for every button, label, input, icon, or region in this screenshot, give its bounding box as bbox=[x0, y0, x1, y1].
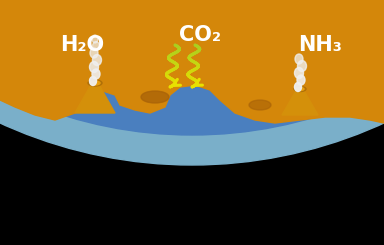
Ellipse shape bbox=[295, 54, 303, 64]
Ellipse shape bbox=[296, 87, 304, 90]
Ellipse shape bbox=[294, 86, 306, 91]
Ellipse shape bbox=[297, 75, 305, 85]
Circle shape bbox=[0, 0, 384, 135]
Ellipse shape bbox=[90, 81, 100, 85]
Ellipse shape bbox=[93, 41, 99, 50]
Polygon shape bbox=[0, 0, 384, 123]
Polygon shape bbox=[75, 83, 115, 113]
Ellipse shape bbox=[93, 54, 101, 65]
Ellipse shape bbox=[92, 69, 100, 79]
Text: NH₃: NH₃ bbox=[298, 35, 342, 55]
Ellipse shape bbox=[249, 100, 271, 110]
Ellipse shape bbox=[89, 61, 99, 73]
Ellipse shape bbox=[89, 76, 96, 86]
Ellipse shape bbox=[90, 48, 98, 58]
Ellipse shape bbox=[92, 35, 98, 43]
Ellipse shape bbox=[295, 83, 301, 91]
Polygon shape bbox=[282, 89, 318, 115]
Ellipse shape bbox=[298, 61, 306, 72]
Ellipse shape bbox=[295, 68, 303, 78]
Ellipse shape bbox=[88, 80, 102, 86]
Text: H₂O: H₂O bbox=[60, 35, 104, 55]
Circle shape bbox=[0, 0, 384, 165]
Ellipse shape bbox=[141, 91, 169, 103]
Text: CO₂: CO₂ bbox=[179, 25, 221, 45]
